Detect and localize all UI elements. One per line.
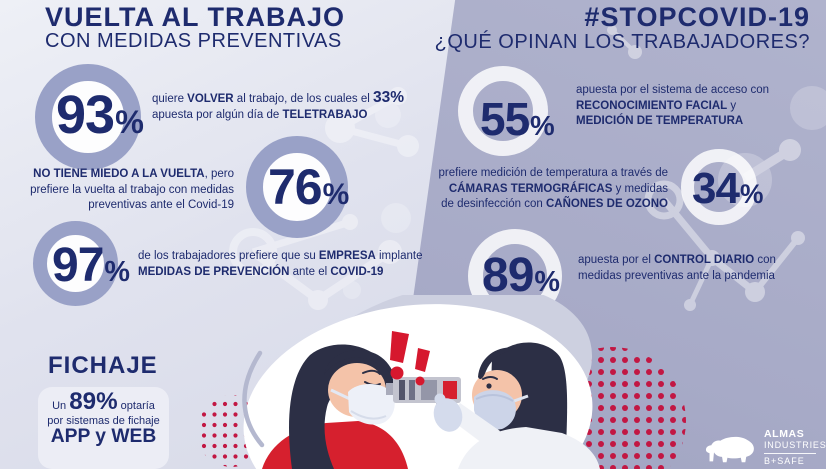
right-hashtag-title: #STOPCOVID-19 bbox=[584, 2, 810, 32]
fichaje-card: Un 89% optaría por sistemas de fichaje A… bbox=[38, 387, 169, 469]
illustration-temperature-check bbox=[200, 295, 686, 469]
fichaje-title: FICHAJE bbox=[48, 352, 158, 379]
stat-text-97: de los trabajadores prefiere que su EMPR… bbox=[138, 250, 423, 278]
woman-left-mask-fold bbox=[350, 410, 387, 420]
stat-text-55: apuesta por el sistema de acceso con REC… bbox=[576, 84, 770, 127]
stat-text-89: apuesta por el CONTROL DIARIO con medida… bbox=[578, 254, 776, 282]
left-subtitle: CON MEDIDAS PREVENTIVAS bbox=[45, 30, 342, 52]
logo-division-name: INDUSTRIES bbox=[764, 439, 826, 450]
left-title: VUELTA AL TRABAJO bbox=[45, 2, 345, 32]
logo-divider bbox=[764, 452, 816, 454]
woman-left-mask-strap bbox=[330, 388, 351, 401]
stat-text-93: quiere VOLVER al trabajo, de los cuales … bbox=[152, 89, 405, 121]
percent-sign: % bbox=[104, 256, 130, 288]
percent-sign: % bbox=[530, 110, 555, 141]
exclamation-big bbox=[390, 331, 409, 363]
right-subtitle: ¿QUÉ OPINAN LOS TRABAJADORES? bbox=[434, 31, 810, 53]
logo-almas-industries: ALMAS INDUSTRIES B+SAFE bbox=[704, 429, 826, 466]
percent-sign: % bbox=[534, 266, 560, 298]
exclamation-small bbox=[415, 348, 430, 372]
woman-left-eyebrow bbox=[362, 369, 381, 375]
woman-right-arm-sleeve bbox=[450, 403, 500, 449]
stat-value-97: 97% bbox=[52, 239, 130, 292]
woman-right-eyebrow bbox=[482, 376, 498, 380]
woman-right-eye bbox=[486, 383, 492, 389]
woman-left bbox=[262, 344, 408, 469]
logo-company-name: ALMAS bbox=[764, 428, 805, 440]
stat-value-93: 93% bbox=[56, 85, 144, 145]
stat-text-34: prefiere medición de temperatura a travé… bbox=[438, 167, 668, 210]
stat-value-34: 34% bbox=[692, 164, 763, 213]
percent-sign: % bbox=[322, 178, 350, 211]
polar-bear-icon bbox=[705, 437, 754, 463]
woman-right bbox=[450, 342, 600, 469]
percent-sign: % bbox=[115, 104, 144, 140]
logo-brand-name: B+SAFE bbox=[764, 455, 805, 466]
stat-text-76: NO TIENE MIEDO A LA VUELTA, pero prefier… bbox=[30, 168, 234, 211]
percent-sign: % bbox=[739, 179, 763, 209]
nurse-glove-thumb bbox=[434, 393, 446, 405]
woman-right-mask bbox=[474, 390, 516, 430]
woman-left-mask bbox=[348, 383, 395, 425]
nurse-glove bbox=[433, 398, 463, 432]
white-arc-accent bbox=[566, 357, 589, 423]
woman-right-mask-edge bbox=[475, 394, 514, 402]
stat-value-55: 55% bbox=[480, 93, 555, 145]
woman-right-hair-front bbox=[478, 347, 522, 379]
stat-value-89: 89% bbox=[482, 249, 560, 302]
woman-left-hair-top bbox=[324, 349, 395, 380]
stat-value-76: 76% bbox=[268, 159, 350, 215]
woman-right-mask-strap bbox=[513, 394, 529, 403]
swoosh-arc-left bbox=[242, 350, 265, 448]
thermometer-red-display bbox=[443, 381, 457, 399]
exclamation-icons bbox=[390, 331, 430, 386]
